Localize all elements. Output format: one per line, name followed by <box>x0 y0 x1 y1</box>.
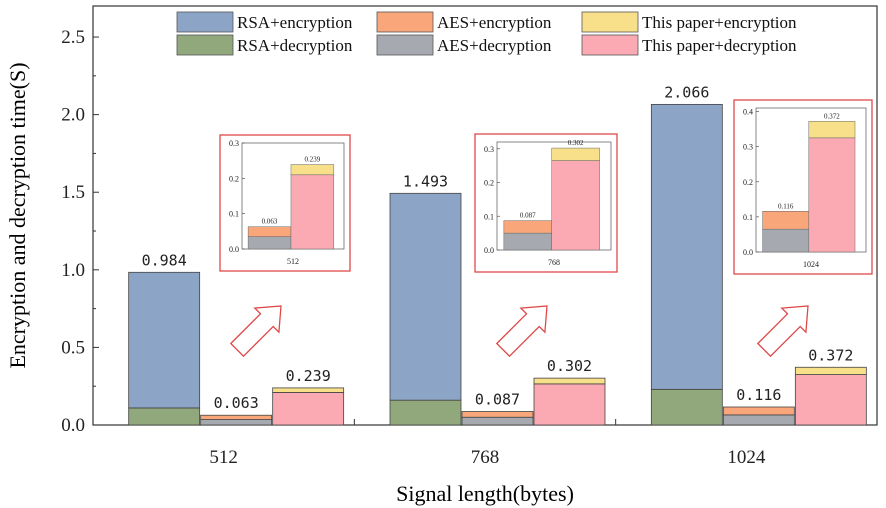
legend-label: AES+decryption <box>437 36 552 55</box>
inset-y-tick-label: 0.1 <box>229 210 239 219</box>
y-tick-label: 1.5 <box>61 182 85 203</box>
inset-data-label: 0.116 <box>778 202 794 210</box>
inset-bar-paper-dec <box>808 137 856 253</box>
inset-y-tick-label: 0.2 <box>484 179 494 188</box>
y-tick-label: 1.0 <box>61 260 85 281</box>
inset-data-label: 0.087 <box>520 212 536 220</box>
bar-paper-enc <box>794 366 867 375</box>
bar-aes-dec <box>461 416 534 426</box>
bar-rsa-dec <box>389 399 462 426</box>
legend-label: RSA+decryption <box>237 36 353 55</box>
inset-y-tick-label: 0.0 <box>484 246 494 255</box>
legend-swatch <box>176 34 234 56</box>
inset-y-tick-label: 0.0 <box>229 245 239 254</box>
bar-rsa-enc <box>650 103 723 390</box>
legend-label: This paper+encryption <box>642 13 797 32</box>
bar-aes-enc <box>722 406 795 416</box>
inset-y-tick-label: 0.2 <box>743 178 753 187</box>
inset-bar-aes-enc <box>503 220 552 234</box>
inset-bar-aes-dec <box>762 228 810 253</box>
data-label: 0.239 <box>286 367 331 385</box>
inset-data-label: 0.239 <box>305 156 321 164</box>
data-label: 1.493 <box>403 172 448 190</box>
bar-aes-dec <box>200 419 273 426</box>
bar-rsa-enc <box>128 271 201 409</box>
data-label: 0.087 <box>475 390 520 408</box>
data-label: 0.372 <box>808 346 853 364</box>
inset-data-label: 0.063 <box>262 218 278 226</box>
inset-bar-aes-enc <box>762 211 810 230</box>
inset-y-tick-label: 0.4 <box>743 108 753 117</box>
inset-y-tick-label: 0.2 <box>229 174 239 183</box>
data-label: 0.302 <box>547 357 592 375</box>
inset-y-tick-label: 0.3 <box>229 139 239 148</box>
x-tick-label: 512 <box>209 447 238 468</box>
inset-bar-paper-enc <box>290 164 335 176</box>
inset-x-tick-label: 512 <box>287 257 299 266</box>
bar-paper-enc <box>272 387 345 393</box>
inset-bar-paper-enc <box>551 147 600 161</box>
inset-bar-aes-dec <box>247 236 292 250</box>
bar-paper-dec <box>533 383 606 426</box>
bar-paper-dec <box>272 392 345 426</box>
legend-swatch <box>176 11 234 33</box>
inset-bar-paper-dec <box>290 174 335 250</box>
y-tick-label: 0.5 <box>61 337 85 358</box>
y-tick-label: 0.0 <box>61 415 85 436</box>
y-tick-label: 2.0 <box>61 105 85 126</box>
bar-rsa-dec <box>650 388 723 426</box>
x-tick-label: 1024 <box>727 447 766 468</box>
callout-arrow-icon <box>229 305 282 358</box>
legend-label: RSA+encryption <box>237 13 353 32</box>
data-label: 0.116 <box>736 386 781 404</box>
legend-label: AES+encryption <box>437 13 552 32</box>
x-axis-title: Signal length(bytes) <box>396 481 574 506</box>
inset-x-tick-label: 1024 <box>803 260 819 269</box>
inset-bar-aes-dec <box>503 232 552 251</box>
inset-y-tick-label: 0.3 <box>743 143 753 152</box>
inset-bar-aes-enc <box>247 226 292 237</box>
legend-swatch <box>581 11 639 33</box>
legend-swatch <box>376 11 434 33</box>
inset-bar-paper-dec <box>551 160 600 251</box>
data-label: 2.066 <box>664 83 709 101</box>
inset-data-label: 0.302 <box>568 139 584 147</box>
inset-x-tick-label: 768 <box>548 258 560 267</box>
inset-y-tick-label: 0.1 <box>743 213 753 222</box>
bar-aes-enc <box>461 411 534 418</box>
data-label: 0.063 <box>214 394 259 412</box>
inset-bar-paper-enc <box>808 121 856 139</box>
bar-paper-enc <box>533 377 606 385</box>
inset-y-tick-label: 0.0 <box>743 248 753 257</box>
inset-y-tick-label: 0.3 <box>484 145 494 154</box>
legend-swatch <box>376 34 434 56</box>
callout-arrow-icon <box>756 305 809 358</box>
bar-rsa-enc <box>389 192 462 401</box>
x-tick-label: 768 <box>471 447 500 468</box>
y-tick-label: 2.5 <box>61 27 85 48</box>
data-label: 0.984 <box>142 251 187 269</box>
callout-arrow-icon <box>495 305 548 358</box>
y-axis-title: Encryption and decryption time(S) <box>5 62 30 368</box>
bar-rsa-dec <box>128 407 201 426</box>
bar-aes-enc <box>200 414 273 420</box>
bar-paper-dec <box>794 374 867 426</box>
legend-swatch <box>581 34 639 56</box>
legend-label: This paper+decryption <box>642 36 797 55</box>
inset-y-tick-label: 0.1 <box>484 212 494 221</box>
inset-data-label: 0.372 <box>824 112 840 120</box>
bar-aes-dec <box>722 414 795 426</box>
